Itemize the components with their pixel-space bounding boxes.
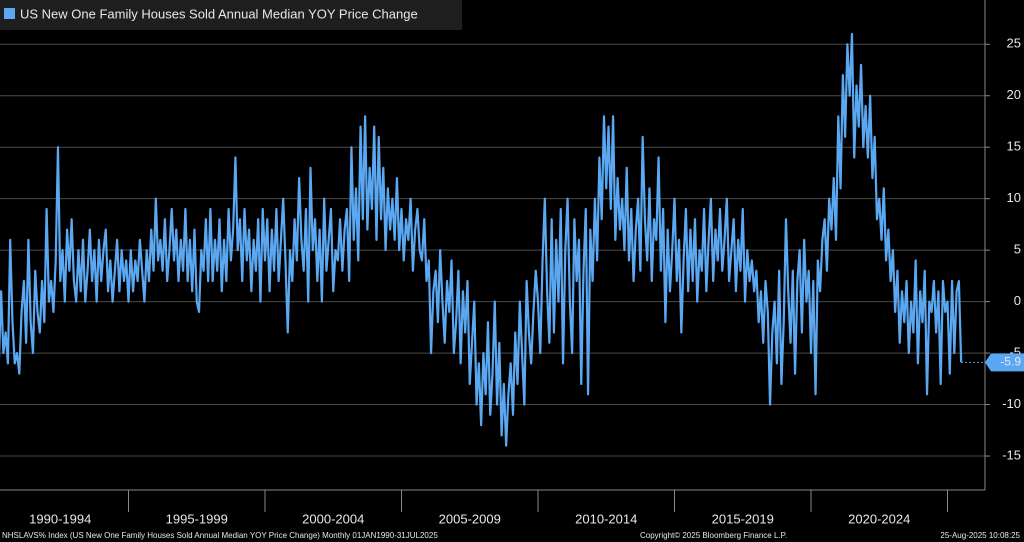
x-tick-label: 1995-1999 xyxy=(166,511,228,526)
legend-label: US New One Family Houses Sold Annual Med… xyxy=(20,6,418,21)
timestamp: 25-Aug-2025 10:08:25 xyxy=(940,531,1020,540)
y-tick-label: 10 xyxy=(1007,190,1021,205)
x-tick-label: 2015-2019 xyxy=(712,511,774,526)
y-tick-label: 20 xyxy=(1007,87,1021,102)
x-tick-label: 2000-2004 xyxy=(302,511,364,526)
last-value-tag xyxy=(985,353,1024,372)
x-tick-label: 2010-2014 xyxy=(575,511,637,526)
x-tick-label: 1990-1994 xyxy=(29,511,91,526)
data-line xyxy=(0,32,963,447)
legend-box xyxy=(0,0,462,30)
y-tick-label: -5 xyxy=(1009,345,1021,360)
x-tick-label: 2005-2009 xyxy=(439,511,501,526)
x-tick-label: 2020-2024 xyxy=(848,511,910,526)
y-tick-label: -10 xyxy=(1002,396,1021,411)
last-value-label: -5.9 xyxy=(1000,355,1021,369)
source-note: NHSLAVS% Index (US New One Family Houses… xyxy=(2,531,438,540)
legend-swatch xyxy=(4,8,15,19)
y-tick-label: 25 xyxy=(1007,36,1021,51)
y-tick-label: -15 xyxy=(1002,447,1021,462)
x-axis-band xyxy=(0,490,1024,524)
y-tick-label: 0 xyxy=(1014,293,1021,308)
y-tick-label: 15 xyxy=(1007,139,1021,154)
y-tick-label: 5 xyxy=(1014,242,1021,257)
copyright: Copyright© 2025 Bloomberg Finance L.P. xyxy=(640,531,787,540)
